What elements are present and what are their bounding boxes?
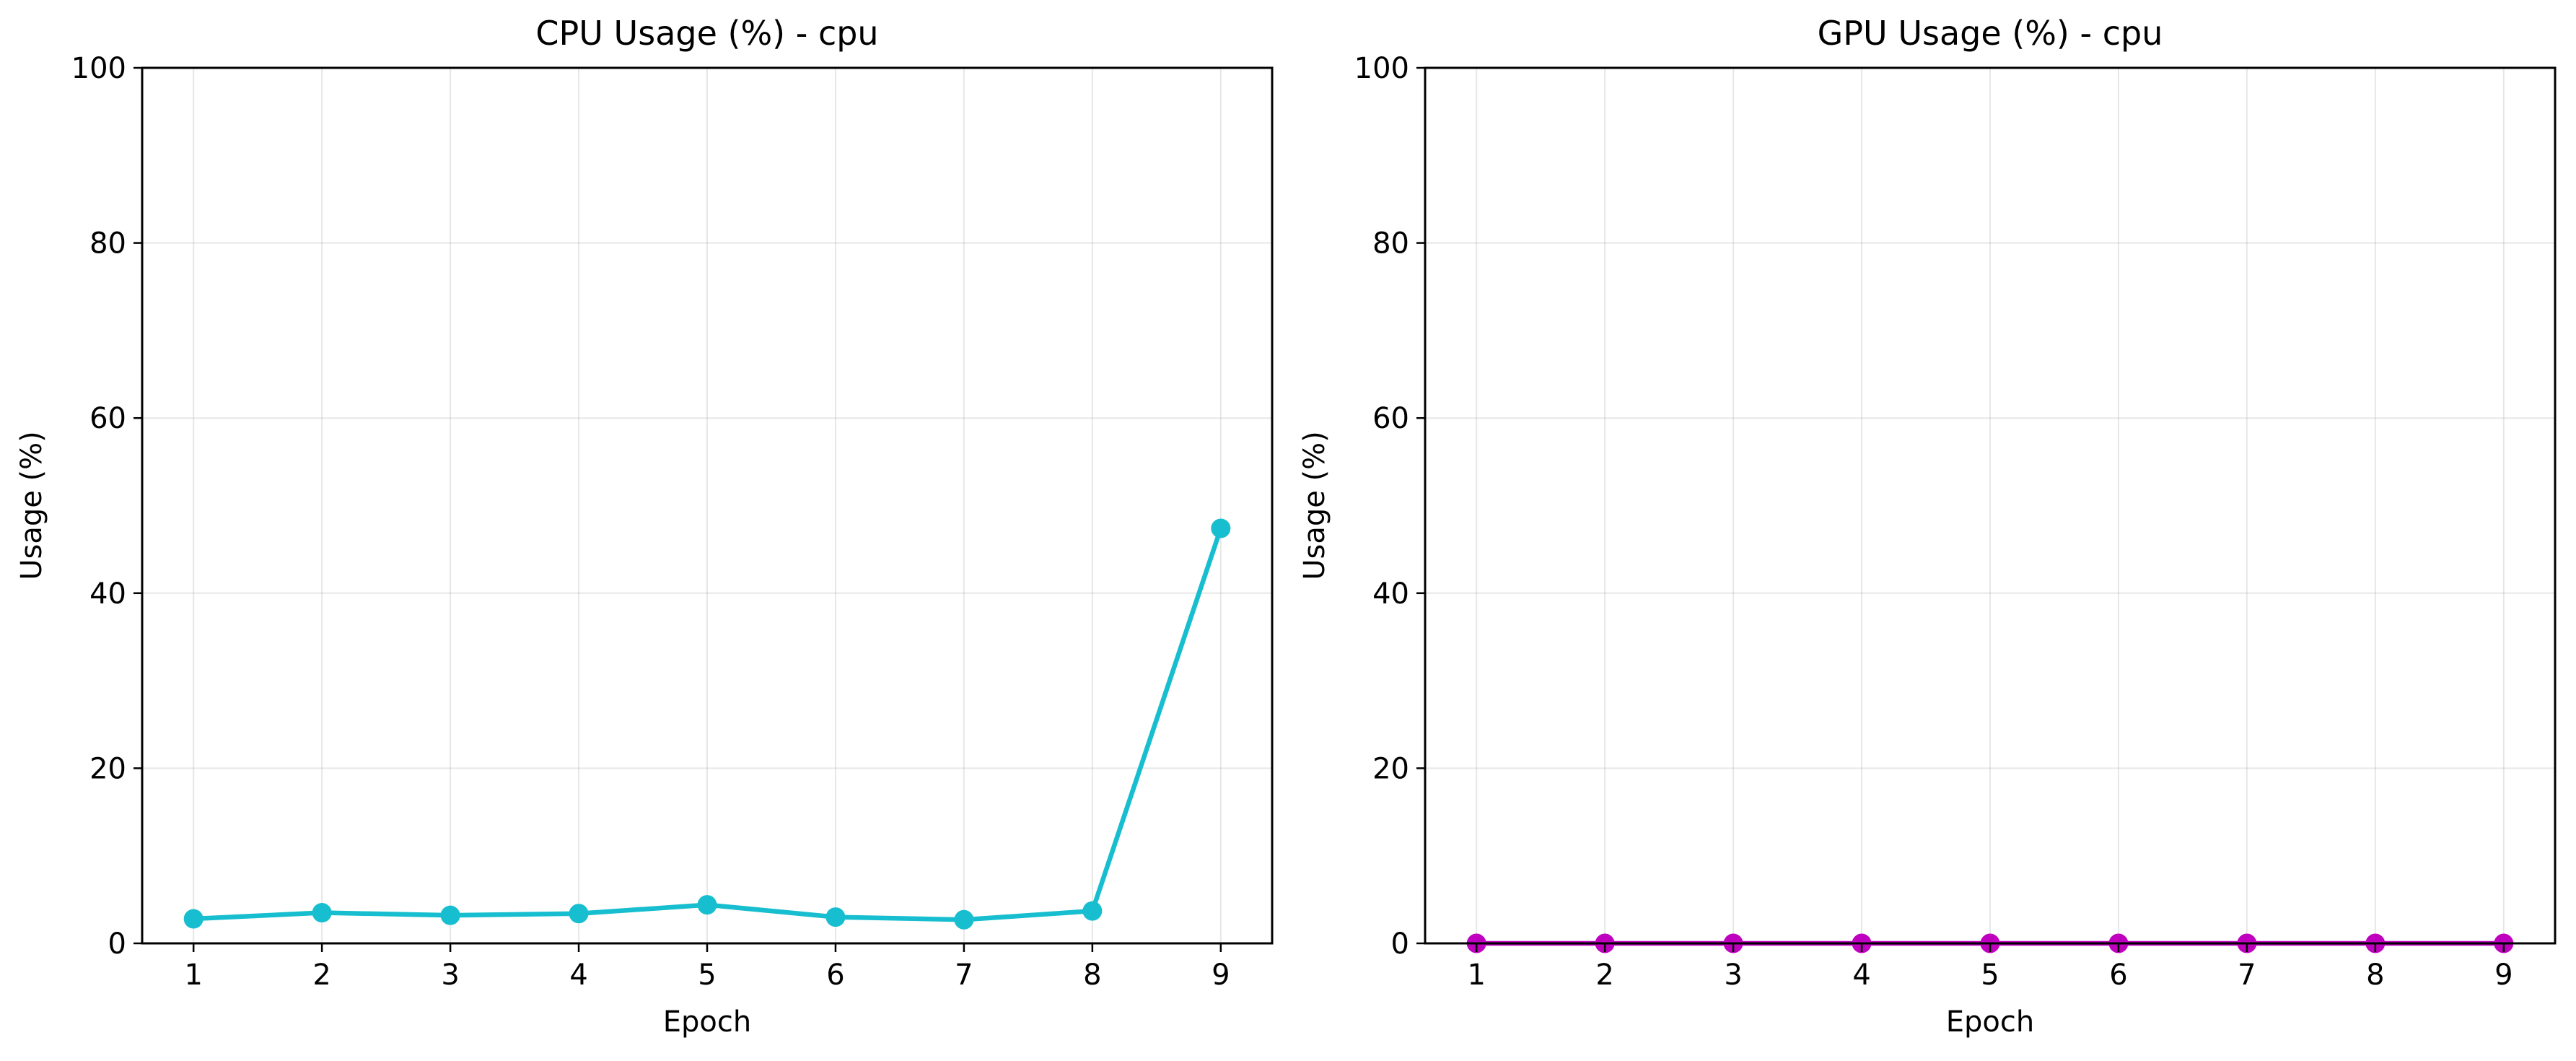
data-point [954,909,974,930]
y-axis-label: Usage (%) [15,431,48,580]
y-tick-label: 100 [71,52,126,85]
x-tick-label: 4 [569,959,587,992]
x-tick-label: 1 [1467,959,1485,992]
x-tick-label: 3 [1724,959,1742,992]
y-tick-label: 80 [1372,227,1409,261]
data-point [825,907,846,927]
x-axis-label: Epoch [1946,1005,2034,1039]
x-axis-label: Epoch [663,1005,751,1039]
x-tick-label: 4 [1852,959,1870,992]
data-point [312,903,332,923]
data-point [697,895,717,915]
x-tick-label: 5 [698,959,716,992]
x-tick-label: 2 [1595,959,1613,992]
cpu-usage-chart: 1 2 3 4 5 6 7 8 9 0 20 40 60 80 100 CPU Usage (%) - cp… [15,14,1274,1039]
x-tick-label: 6 [826,959,844,992]
y-tick-label: 20 [89,752,126,785]
chart-title: GPU Usage (%) - cpu [1818,14,2163,53]
y-tick-label: 0 [108,927,126,961]
data-point [183,909,203,929]
y-tick-label: 80 [89,227,126,261]
y-tick-label: 60 [89,402,126,435]
y-tick-label: 100 [1354,52,1409,85]
x-tick-label: 8 [2366,959,2384,992]
x-tick-label: 5 [1981,959,1999,992]
y-axis-label: Usage (%) [1298,431,1331,580]
y-tick-label: 20 [1372,752,1409,785]
y-tick-label: 40 [89,577,126,611]
x-tick-label: 2 [312,959,330,992]
x-tick-label: 3 [441,959,459,992]
data-point [440,905,460,925]
data-point [1082,901,1103,921]
x-tick-label: 9 [2494,959,2513,992]
gpu-usage-chart: 1 2 3 4 5 6 7 8 9 0 20 40 60 80 100 GPU Usage (%) - cp… [1298,14,2557,1039]
data-point [569,904,589,924]
x-tick-label: 6 [2109,959,2127,992]
data-point [1211,518,1231,538]
y-tick-label: 0 [1391,927,1409,961]
y-tick-label: 60 [1372,402,1409,435]
x-tick-label: 1 [184,959,202,992]
x-tick-label: 7 [2238,959,2256,992]
x-tick-label: 8 [1083,959,1101,992]
y-tick-label: 40 [1372,577,1409,611]
x-tick-label: 7 [955,959,973,992]
x-tick-label: 9 [1212,959,1230,992]
chart-title: CPU Usage (%) - cpu [535,14,878,53]
